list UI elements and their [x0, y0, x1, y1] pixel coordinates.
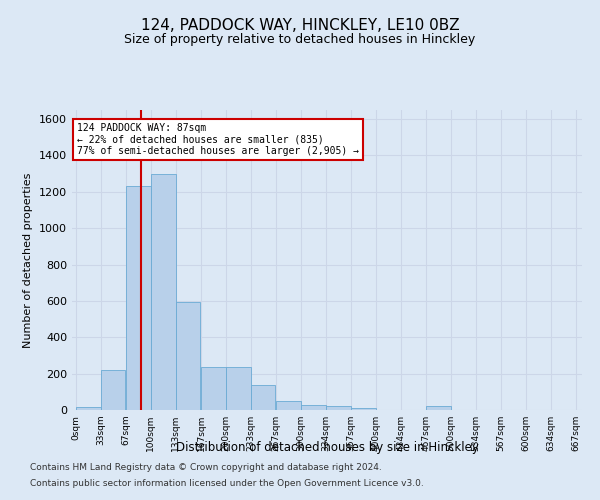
- Bar: [176, 302, 200, 410]
- Bar: [326, 406, 351, 410]
- Bar: [301, 405, 325, 410]
- Bar: [126, 186, 151, 410]
- Text: Distribution of detached houses by size in Hinckley: Distribution of detached houses by size …: [176, 441, 478, 454]
- Bar: [151, 174, 176, 410]
- Text: 124, PADDOCK WAY, HINCKLEY, LE10 0BZ: 124, PADDOCK WAY, HINCKLEY, LE10 0BZ: [140, 18, 460, 32]
- Text: Contains HM Land Registry data © Crown copyright and database right 2024.: Contains HM Land Registry data © Crown c…: [30, 464, 382, 472]
- Bar: [426, 406, 451, 410]
- Text: Size of property relative to detached houses in Hinckley: Size of property relative to detached ho…: [124, 32, 476, 46]
- Bar: [101, 370, 125, 410]
- Text: Contains public sector information licensed under the Open Government Licence v3: Contains public sector information licen…: [30, 478, 424, 488]
- Text: 124 PADDOCK WAY: 87sqm
← 22% of detached houses are smaller (835)
77% of semi-de: 124 PADDOCK WAY: 87sqm ← 22% of detached…: [77, 122, 359, 156]
- Bar: [226, 368, 251, 410]
- Bar: [251, 384, 275, 410]
- Bar: [276, 402, 301, 410]
- Y-axis label: Number of detached properties: Number of detached properties: [23, 172, 34, 348]
- Bar: [76, 408, 101, 410]
- Bar: [351, 408, 376, 410]
- Bar: [201, 368, 226, 410]
